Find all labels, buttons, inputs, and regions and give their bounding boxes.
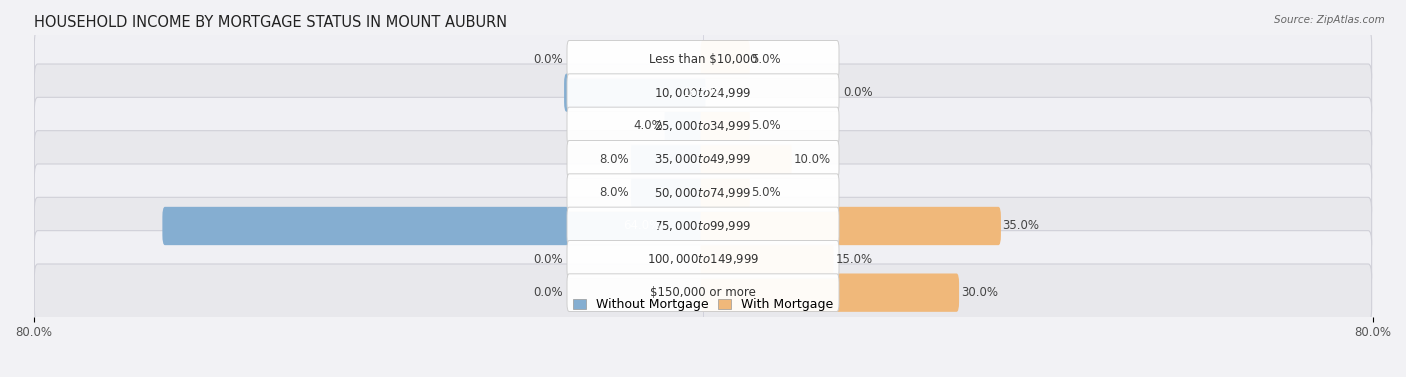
FancyBboxPatch shape — [567, 74, 839, 112]
Text: 5.0%: 5.0% — [752, 120, 782, 132]
Text: 10.0%: 10.0% — [793, 153, 831, 166]
Text: 0.0%: 0.0% — [533, 53, 562, 66]
FancyBboxPatch shape — [34, 97, 1372, 155]
FancyBboxPatch shape — [567, 40, 839, 78]
Text: 30.0%: 30.0% — [960, 286, 998, 299]
Text: $150,000 or more: $150,000 or more — [650, 286, 756, 299]
FancyBboxPatch shape — [34, 231, 1372, 288]
FancyBboxPatch shape — [700, 240, 834, 279]
Text: 0.0%: 0.0% — [533, 286, 562, 299]
FancyBboxPatch shape — [631, 140, 706, 178]
FancyBboxPatch shape — [700, 140, 792, 178]
FancyBboxPatch shape — [631, 173, 706, 212]
FancyBboxPatch shape — [567, 241, 839, 278]
FancyBboxPatch shape — [700, 273, 959, 312]
FancyBboxPatch shape — [34, 164, 1372, 221]
Text: 15.0%: 15.0% — [835, 253, 872, 266]
Text: 5.0%: 5.0% — [752, 186, 782, 199]
Text: 35.0%: 35.0% — [1002, 219, 1039, 233]
Text: 5.0%: 5.0% — [752, 53, 782, 66]
FancyBboxPatch shape — [567, 107, 839, 145]
Text: $25,000 to $34,999: $25,000 to $34,999 — [654, 119, 752, 133]
Text: 0.0%: 0.0% — [533, 253, 562, 266]
FancyBboxPatch shape — [34, 131, 1372, 188]
Text: 8.0%: 8.0% — [600, 153, 630, 166]
Text: Source: ZipAtlas.com: Source: ZipAtlas.com — [1274, 15, 1385, 25]
FancyBboxPatch shape — [700, 207, 1001, 245]
FancyBboxPatch shape — [34, 264, 1372, 321]
Text: HOUSEHOLD INCOME BY MORTGAGE STATUS IN MOUNT AUBURN: HOUSEHOLD INCOME BY MORTGAGE STATUS IN M… — [34, 15, 506, 30]
FancyBboxPatch shape — [34, 64, 1372, 121]
Text: $35,000 to $49,999: $35,000 to $49,999 — [654, 152, 752, 166]
Text: 0.0%: 0.0% — [844, 86, 873, 99]
FancyBboxPatch shape — [567, 207, 839, 245]
Legend: Without Mortgage, With Mortgage: Without Mortgage, With Mortgage — [568, 293, 838, 316]
Text: 4.0%: 4.0% — [633, 120, 662, 132]
FancyBboxPatch shape — [34, 197, 1372, 254]
Text: $75,000 to $99,999: $75,000 to $99,999 — [654, 219, 752, 233]
FancyBboxPatch shape — [34, 31, 1372, 88]
Text: $10,000 to $24,999: $10,000 to $24,999 — [654, 86, 752, 100]
FancyBboxPatch shape — [700, 40, 749, 78]
FancyBboxPatch shape — [564, 74, 706, 112]
FancyBboxPatch shape — [567, 174, 839, 211]
FancyBboxPatch shape — [700, 173, 749, 212]
Text: 64.0%: 64.0% — [623, 219, 659, 233]
Text: $100,000 to $149,999: $100,000 to $149,999 — [647, 252, 759, 266]
FancyBboxPatch shape — [700, 107, 749, 145]
FancyBboxPatch shape — [665, 107, 706, 145]
Text: Less than $10,000: Less than $10,000 — [648, 53, 758, 66]
Text: 16.0%: 16.0% — [683, 86, 720, 99]
Text: $50,000 to $74,999: $50,000 to $74,999 — [654, 185, 752, 200]
FancyBboxPatch shape — [162, 207, 706, 245]
Text: 8.0%: 8.0% — [600, 186, 630, 199]
FancyBboxPatch shape — [567, 274, 839, 311]
FancyBboxPatch shape — [567, 141, 839, 178]
